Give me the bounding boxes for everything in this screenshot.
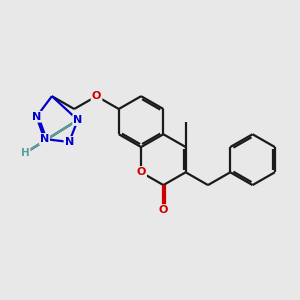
Text: N: N (32, 112, 41, 122)
Text: O: O (159, 205, 168, 215)
Text: O: O (136, 167, 146, 177)
Text: O: O (159, 205, 168, 215)
Text: O: O (136, 167, 146, 177)
Text: O: O (92, 91, 101, 101)
Text: H: H (21, 148, 29, 158)
Text: O: O (92, 91, 101, 101)
Text: N: N (40, 134, 49, 144)
Text: N: N (73, 115, 83, 125)
Text: N: N (64, 137, 74, 147)
